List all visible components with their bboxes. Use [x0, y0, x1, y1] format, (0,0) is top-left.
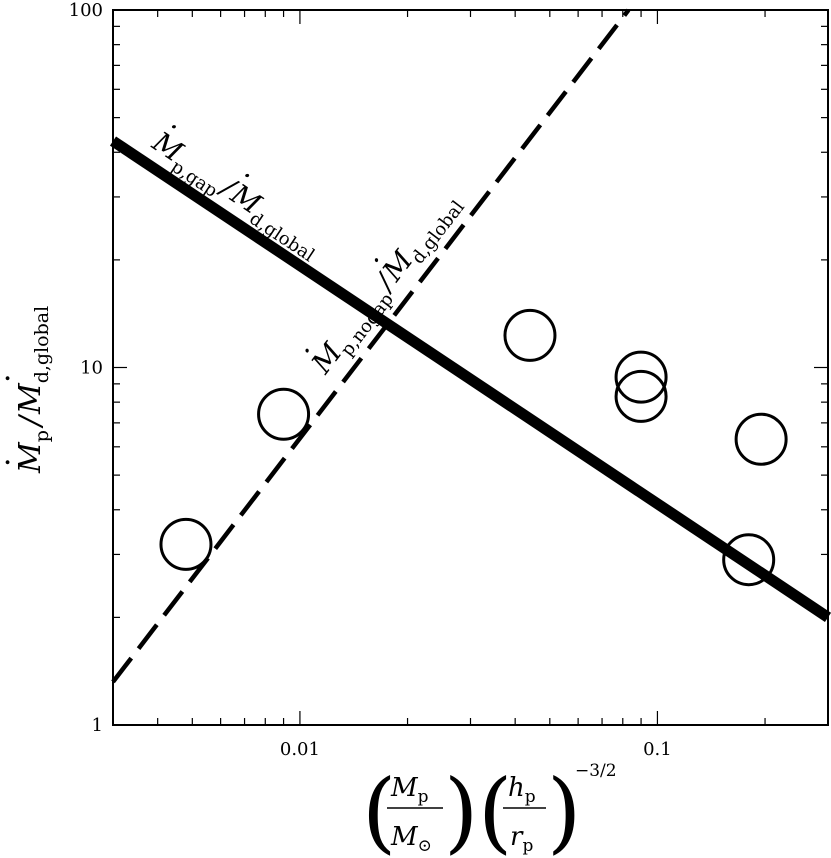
model-lines: [109, 8, 831, 684]
xlabel-left-den-sub: ⊙: [418, 836, 432, 856]
xlabel-paren-2-close: ): [547, 760, 581, 858]
svg-text:hp: hp: [508, 773, 536, 807]
nogap-dashed-line: [111, 8, 631, 684]
svg-text:Mp,gap/Md,global: Mp,gap/Md,global: [142, 125, 328, 267]
data-points: [159, 308, 788, 587]
svg-text:rp: rp: [510, 822, 533, 856]
xlabel-left-num: M: [390, 773, 419, 803]
y-tick-label-0: 1: [92, 715, 103, 736]
gap-solid-line: [109, 136, 831, 622]
xlabel-paren-1-close: ): [444, 760, 478, 858]
data-point-6: [734, 412, 788, 466]
data-point-4: [614, 369, 668, 423]
xlabel-exponent: −3/2: [575, 761, 617, 781]
ylabel-den-sub: d,global: [31, 306, 53, 383]
y-tick-label-2: 100: [69, 0, 103, 21]
ylabel-dot1: ·: [0, 457, 26, 467]
xlabel-right-den-sub: p: [522, 836, 533, 856]
xlabel-paren-2-open: (: [478, 760, 512, 858]
data-point-5: [722, 533, 776, 587]
svg-text:Mp/Md,global: Mp/Md,global: [13, 306, 53, 474]
data-point-0: [159, 517, 213, 571]
ylabel-num-sub: p: [31, 430, 53, 442]
gap-line-label: Mp,gap/Md,global · ·: [142, 111, 328, 267]
xlabel-left-den: M: [390, 822, 419, 852]
y-axis-label: Mp/Md,global · ·: [0, 306, 53, 474]
y-tick-label-1: 10: [80, 358, 103, 379]
data-point-2: [503, 308, 557, 362]
svg-text:Mp: Mp: [390, 773, 429, 807]
data-point-3: [614, 350, 668, 404]
xlabel-left-num-sub: p: [418, 787, 429, 807]
xlabel-right-num: h: [508, 773, 525, 803]
ylabel-slash: /: [13, 413, 48, 429]
xlabel-right-den: r: [510, 822, 524, 852]
ylabel-num: M: [13, 441, 48, 474]
x-tick-label-0: 0.01: [280, 739, 320, 760]
plot-frame: [112, 9, 829, 726]
ylabel-dot2: ·: [0, 373, 26, 383]
xlabel-right-num-sub: p: [525, 787, 536, 807]
xlabel-paren-1-open: (: [362, 760, 396, 858]
ylabel-den: M: [13, 382, 48, 415]
x-tick-label-1: 0.1: [643, 739, 672, 760]
tick-labels: 0.01 0.1 1 10 100: [69, 0, 672, 760]
svg-text:M⊙: M⊙: [390, 822, 432, 856]
data-point-1: [257, 387, 311, 441]
tick-marks: [112, 9, 829, 726]
x-axis-label: ( Mp M⊙ ) ( hp rp ) −3/2: [362, 760, 617, 858]
